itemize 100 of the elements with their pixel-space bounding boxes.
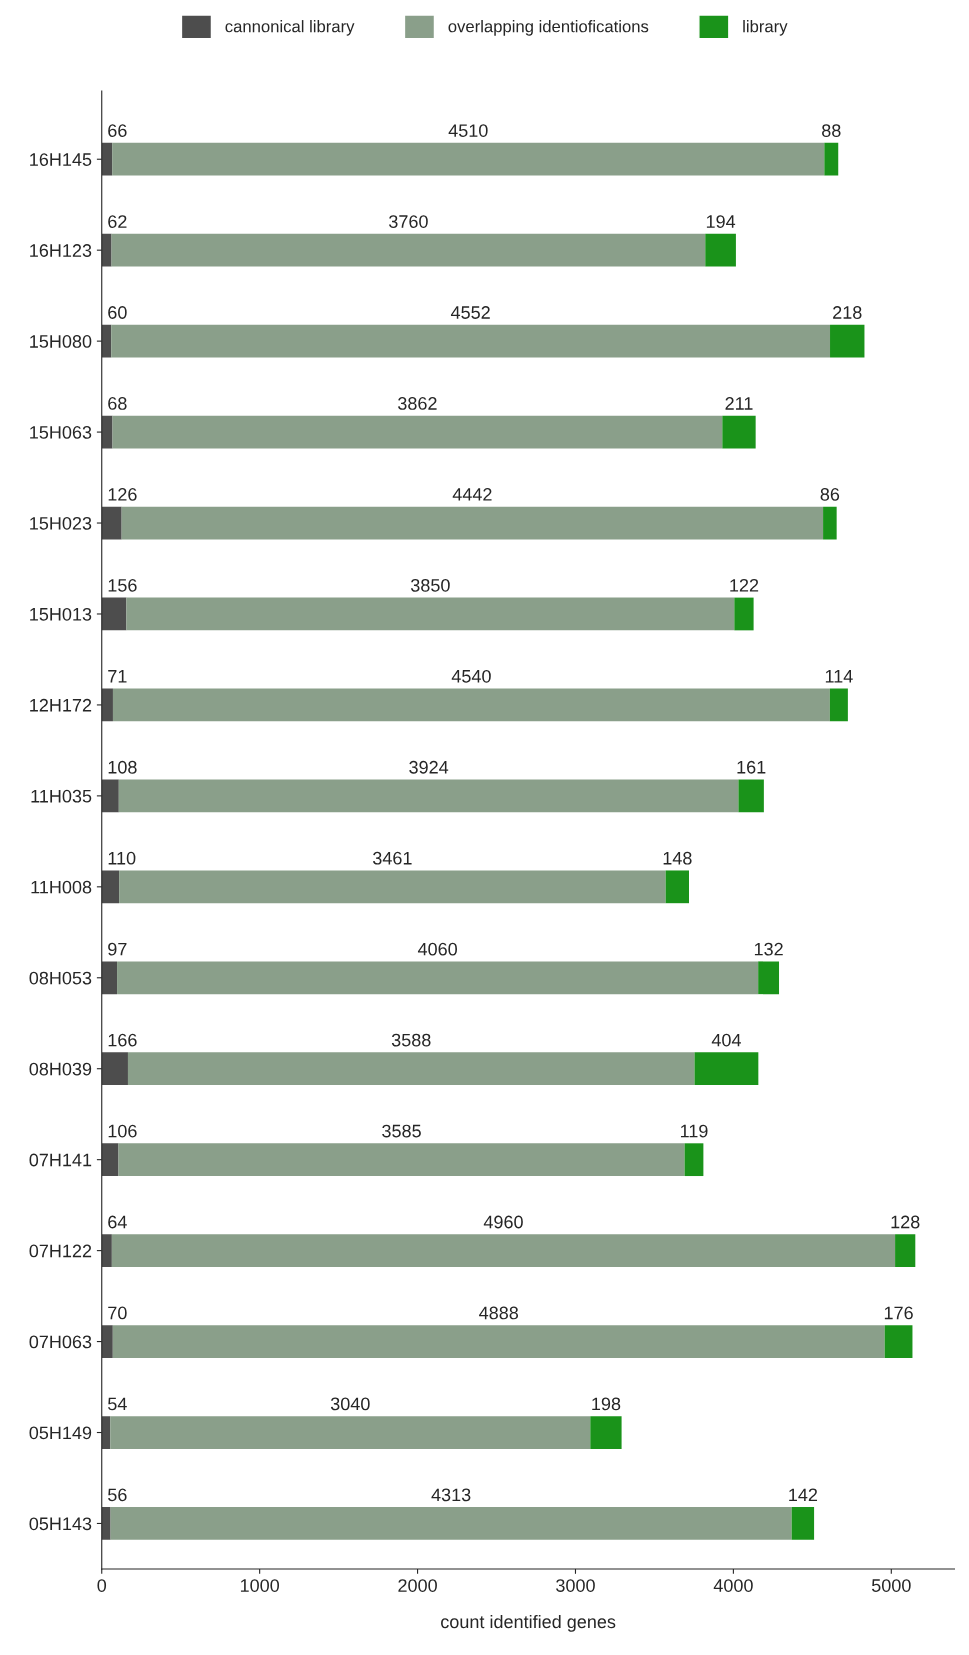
data-label: 106 <box>108 1124 137 1138</box>
data-label: 148 <box>663 851 692 865</box>
data-label: 4888 <box>479 1306 519 1320</box>
data-label: 4060 <box>417 942 457 956</box>
data-label: 108 <box>108 760 137 774</box>
bar <box>684 1143 704 1177</box>
data-label: 62 <box>108 215 127 228</box>
data-label: 4442 <box>452 488 492 501</box>
y-tick-label: 15H063 <box>30 426 92 439</box>
bar <box>101 1325 113 1358</box>
bar <box>791 1507 815 1540</box>
y-tick-label: 05H149 <box>29 1426 92 1440</box>
data-label: 156 <box>108 578 137 592</box>
bar <box>101 870 120 904</box>
data-label: 4540 <box>451 669 491 683</box>
legend-label: overlapping identiofications <box>448 20 649 36</box>
bar <box>101 779 119 813</box>
bar <box>117 961 759 995</box>
data-label: 3862 <box>398 397 437 410</box>
data-label: 194 <box>706 215 736 228</box>
bar <box>705 233 736 267</box>
data-label: 3850 <box>410 578 450 592</box>
bar <box>830 324 865 358</box>
bar <box>101 1143 119 1177</box>
y-tick-label: 07H122 <box>29 1244 92 1258</box>
data-label: 54 <box>108 1397 127 1411</box>
bar <box>127 1052 695 1086</box>
y-tick-label: 15H023 <box>30 516 92 530</box>
bar <box>101 597 127 631</box>
bar <box>829 688 848 722</box>
bar <box>101 1052 128 1086</box>
bar <box>722 415 756 449</box>
data-label: 86 <box>820 488 840 501</box>
bar <box>101 1416 111 1449</box>
data-label: 3924 <box>409 760 449 774</box>
data-label: 198 <box>592 1397 621 1411</box>
bar <box>101 1234 112 1267</box>
y-tick-label: 07H141 <box>29 1153 92 1167</box>
x-tick-label: 4000 <box>713 1579 753 1592</box>
x-tick-label: 2000 <box>398 1579 437 1592</box>
bar <box>884 1325 913 1358</box>
bar <box>119 870 666 904</box>
data-label: 3760 <box>389 215 428 228</box>
bar <box>101 415 113 449</box>
data-label: 161 <box>737 760 766 774</box>
data-label: 119 <box>680 1124 708 1138</box>
bar <box>738 779 764 813</box>
bar <box>101 324 112 358</box>
bar <box>758 961 780 995</box>
bar <box>101 688 113 722</box>
bar <box>110 1507 792 1540</box>
data-label: 71 <box>108 670 127 683</box>
bar <box>101 506 122 540</box>
data-label: 4552 <box>450 306 490 319</box>
bar <box>590 1416 622 1449</box>
data-label: 3588 <box>391 1033 431 1047</box>
data-label: 64 <box>108 1215 127 1229</box>
data-label: 128 <box>891 1215 920 1229</box>
x-tick-label: 0 <box>97 1579 107 1592</box>
data-label: 3040 <box>330 1397 370 1411</box>
bar <box>110 1416 591 1449</box>
y-tick-label: 15H080 <box>30 335 92 348</box>
bar <box>101 233 112 267</box>
bar <box>111 233 706 267</box>
data-label: 70 <box>108 1306 127 1320</box>
data-label: 126 <box>108 488 137 501</box>
x-tick-label: 3000 <box>556 1579 595 1592</box>
data-label: 211 <box>725 397 753 410</box>
bar <box>112 688 830 722</box>
bar <box>118 1143 685 1177</box>
bar <box>111 1234 896 1267</box>
data-label: 404 <box>711 1033 741 1047</box>
bar <box>823 506 837 540</box>
data-label: 218 <box>833 306 862 319</box>
y-tick-label: 11H008 <box>31 880 92 894</box>
bar <box>895 1234 916 1267</box>
data-label: 114 <box>825 670 853 683</box>
bar <box>121 506 824 540</box>
y-tick-label: 08H053 <box>29 971 92 985</box>
bar <box>111 324 831 358</box>
x-tick-label: 1000 <box>240 1579 280 1592</box>
data-label: 97 <box>108 942 127 956</box>
data-label: 88 <box>822 124 841 137</box>
data-label: 66 <box>108 124 127 137</box>
y-tick-label: 11H035 <box>31 789 92 803</box>
bar <box>118 779 739 813</box>
data-label: 132 <box>754 942 783 956</box>
y-tick-label: 16H123 <box>30 244 92 257</box>
data-label: 56 <box>108 1488 127 1502</box>
x-tick-label: 5000 <box>871 1579 911 1592</box>
bar <box>665 870 690 904</box>
data-label: 122 <box>730 578 759 592</box>
data-label: 4960 <box>483 1215 523 1229</box>
bar <box>824 142 839 176</box>
data-label: 176 <box>884 1306 913 1320</box>
bar <box>101 961 118 995</box>
y-tick-label: 08H039 <box>29 1062 92 1076</box>
y-tick-label: 15H013 <box>30 607 92 621</box>
data-label: 68 <box>108 397 127 410</box>
bar <box>101 142 113 176</box>
